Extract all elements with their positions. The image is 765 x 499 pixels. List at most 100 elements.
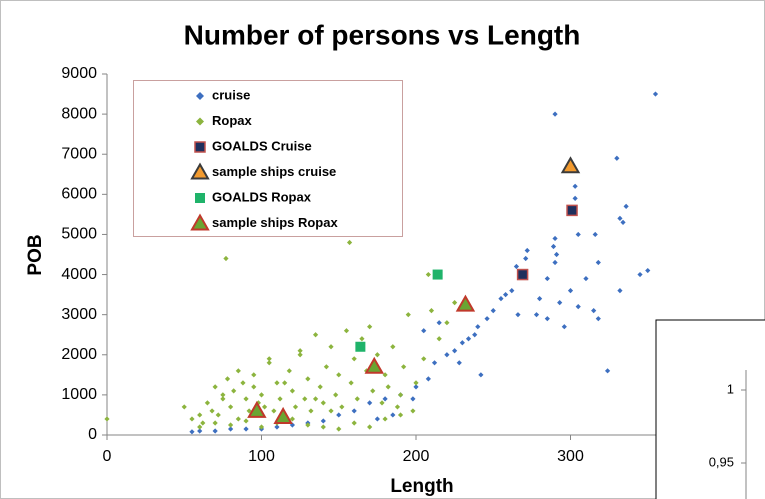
point	[351, 408, 357, 414]
point	[286, 368, 292, 374]
point	[231, 388, 237, 394]
point	[385, 384, 391, 390]
point	[328, 408, 334, 414]
point	[432, 269, 443, 280]
x-tick-label: 200	[403, 448, 430, 465]
point	[553, 251, 560, 258]
y-tick-label: 9000	[61, 65, 97, 82]
point	[472, 332, 478, 338]
y-tick-label: 6000	[61, 186, 97, 203]
point	[652, 91, 659, 97]
point	[351, 420, 357, 426]
point	[421, 356, 427, 362]
legend-label: GOALDS Ropax	[212, 189, 312, 204]
point	[425, 271, 431, 278]
point	[421, 328, 427, 334]
point	[583, 275, 589, 282]
point	[302, 396, 308, 402]
point	[537, 296, 543, 302]
point	[557, 300, 563, 306]
y-tick-label: 0	[88, 426, 97, 443]
point	[243, 396, 249, 402]
point	[478, 372, 484, 378]
point	[370, 388, 376, 394]
point	[220, 396, 226, 402]
point	[452, 300, 458, 306]
point	[390, 412, 396, 418]
legend-marker	[190, 162, 210, 180]
point	[567, 288, 574, 294]
point	[452, 348, 458, 354]
point	[273, 406, 293, 424]
point	[595, 259, 601, 266]
point	[533, 312, 540, 318]
point	[456, 360, 462, 366]
point	[544, 316, 550, 322]
point	[282, 380, 288, 386]
y-tick-label: 5000	[61, 226, 97, 243]
point	[367, 424, 373, 430]
point	[475, 324, 481, 330]
point	[623, 203, 629, 209]
point	[336, 412, 342, 418]
point	[323, 364, 329, 370]
point	[209, 408, 215, 414]
point	[524, 247, 530, 254]
legend-marker	[196, 92, 204, 100]
point	[255, 400, 262, 406]
point	[413, 380, 419, 386]
point	[401, 364, 407, 370]
point	[444, 320, 450, 326]
point	[351, 356, 357, 362]
point	[436, 320, 442, 326]
point	[592, 231, 598, 238]
point	[509, 288, 515, 294]
point	[289, 416, 295, 422]
point	[575, 231, 581, 238]
point	[382, 416, 388, 422]
point	[444, 352, 450, 358]
point	[390, 344, 396, 350]
point	[181, 404, 187, 410]
point	[200, 420, 206, 426]
point	[197, 428, 203, 434]
point	[617, 288, 623, 294]
point	[247, 400, 267, 418]
point	[459, 340, 465, 346]
point	[572, 195, 578, 201]
point	[336, 372, 342, 378]
point	[413, 384, 419, 390]
point	[305, 376, 311, 382]
plot-area: 0 1000 2000 3000 4000 5000 6000 7000 8000 9000 0 10…	[61, 65, 725, 465]
point	[246, 408, 252, 414]
legend-marker	[195, 193, 205, 203]
point	[197, 412, 203, 418]
point	[320, 400, 326, 406]
legend-label: sample ships Ropax	[212, 215, 338, 230]
point	[614, 155, 620, 161]
point	[544, 275, 550, 282]
point	[333, 392, 339, 398]
point	[359, 336, 365, 342]
point	[566, 204, 578, 217]
point	[215, 412, 221, 418]
point	[271, 408, 277, 414]
point	[397, 412, 404, 418]
legend-label: Ropax	[212, 113, 253, 128]
point	[261, 404, 268, 410]
point	[228, 426, 234, 432]
point	[305, 422, 311, 428]
point	[572, 183, 578, 189]
point	[397, 392, 404, 398]
point	[374, 352, 380, 358]
overlay-tick-label: 1	[727, 381, 734, 396]
point	[617, 215, 623, 221]
point	[104, 416, 110, 422]
point	[243, 426, 249, 432]
point	[382, 372, 388, 378]
legend-label: cruise	[212, 87, 250, 102]
point	[212, 420, 218, 426]
point	[513, 263, 520, 270]
point	[620, 219, 626, 226]
point	[197, 424, 203, 430]
